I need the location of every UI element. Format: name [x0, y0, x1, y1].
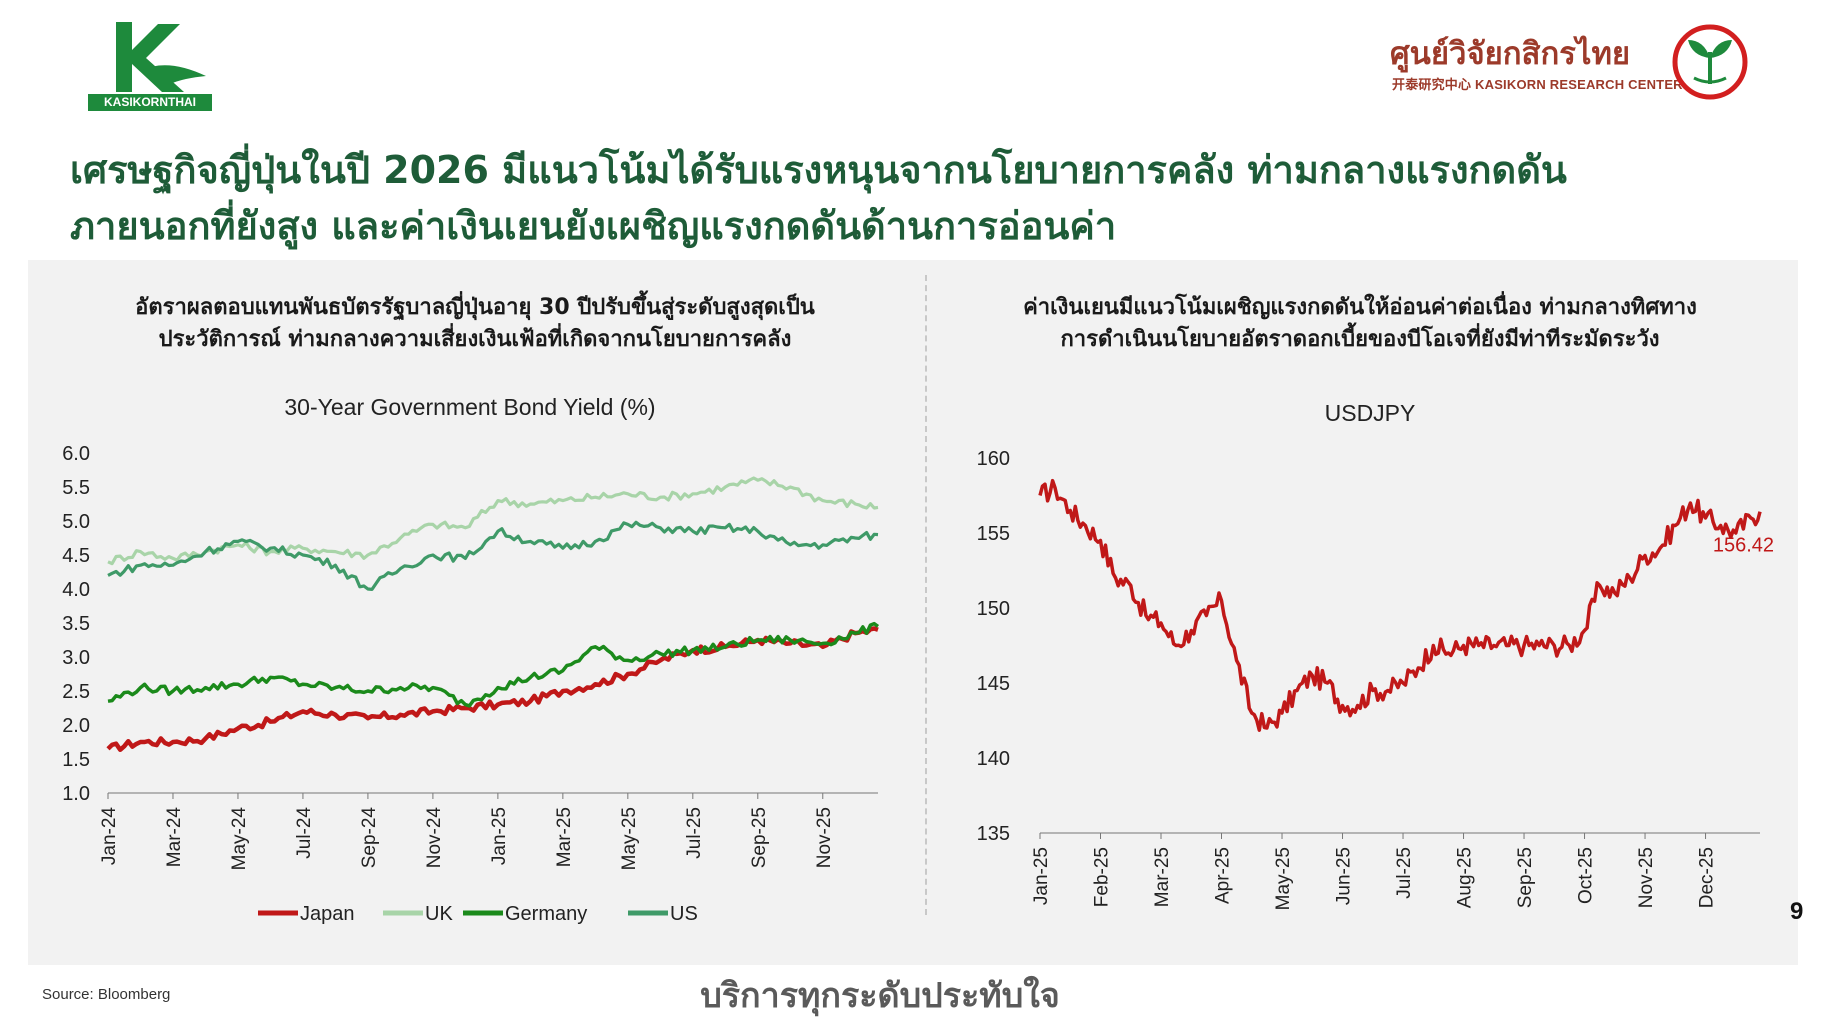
x-tick-label: Nov-25 [1636, 847, 1657, 908]
y-tick-label: 5.0 [62, 511, 90, 533]
page-number: 9 [1790, 898, 1804, 925]
x-tick-label: Mar-25 [1152, 847, 1173, 907]
x-tick-label: May-24 [229, 807, 250, 871]
kasikornthai-logo [116, 22, 206, 92]
x-tick-label: Apr-25 [1213, 847, 1234, 904]
left-subheading-line-2: ประวัติการณ์ ท่ามกลางความเสี่ยงเงินเฟ้อท… [158, 327, 792, 352]
legend-label-us: US [670, 903, 698, 925]
x-tick-label: Sep-25 [1515, 847, 1536, 908]
y-tick-label: 135 [977, 823, 1010, 845]
x-tick-label: Jul-25 [1394, 847, 1415, 899]
x-tick-label: Jan-25 [1031, 847, 1052, 905]
x-tick-label: Jan-24 [99, 807, 120, 866]
legend-label-uk: UK [425, 903, 453, 925]
series-line-uk [107, 476, 879, 566]
usdjpy-chart: 160 155 150 145 140 135 Jan-25 Feb-25 Mar-25 Apr-… [977, 448, 1774, 910]
y-tick-label: 6.0 [62, 443, 90, 465]
x-tick-label: Nov-24 [424, 807, 445, 869]
y-tick-label: 3.5 [62, 613, 90, 635]
x-tick-label: Nov-25 [814, 807, 835, 868]
page-headline: เศรษฐกิจญี่ปุ่นในปี 2026 มีแนวโน้มได้รับ… [70, 142, 1770, 254]
headline-line-1: เศรษฐกิจญี่ปุ่นในปี 2026 มีแนวโน้มได้รับ… [70, 148, 1567, 192]
charts-panel [28, 260, 1798, 965]
x-tick-label: Jun-25 [1334, 847, 1355, 905]
y-tick-label: 1.5 [62, 749, 90, 771]
krc-logo-thai: ศูนย์วิจัยกสิกรไทย [1390, 36, 1631, 72]
x-tick-label: Sep-25 [749, 807, 770, 868]
y-tick-label: 2.5 [62, 681, 90, 703]
y-tick-label: 3.0 [62, 647, 90, 669]
brand-tagline: บริการทุกระดับประทับใจ [700, 976, 1060, 1016]
x-tick-label: May-25 [1273, 847, 1294, 910]
series-line-usdjpy [1038, 478, 1762, 732]
legend-label-germany: Germany [505, 903, 587, 925]
x-tick-label: Jan-25 [489, 807, 510, 865]
x-tick-label: Dec-25 [1697, 847, 1718, 908]
x-tick-label: May-25 [619, 807, 640, 870]
right-subheading: ค่าเงินเยนมีแนวโน้มเผชิญแรงกดดันให้อ่อนค… [945, 292, 1775, 356]
y-tick-label: 5.5 [62, 477, 90, 499]
kasikornthai-caption: KASIKORNTHAI [88, 94, 212, 111]
x-tick-label: Oct-25 [1576, 847, 1597, 904]
x-tick-label: Sep-24 [359, 807, 380, 869]
headline-line-2: ภายนอกที่ยังสูง และค่าเงินเยนยังเผชิญแรง… [70, 204, 1117, 248]
usdjpy-chart-title: USDJPY [1324, 400, 1416, 426]
series-line-japan [106, 626, 879, 753]
y-tick-label: 160 [977, 448, 1010, 470]
left-subheading-line-1: อัตราผลตอบแทนพันธบัตรรัฐบาลญี่ปุ่นอายุ 3… [135, 295, 815, 320]
x-tick-label: Mar-25 [554, 807, 575, 867]
x-tick-label: Jul-25 [684, 807, 705, 859]
x-tick-label: Aug-25 [1455, 847, 1476, 908]
y-tick-label: 150 [977, 598, 1010, 620]
last-value-annotation: 156.42 [1713, 535, 1774, 557]
right-subheading-line-2: การดำเนินนโยบายอัตราดอกเบี้ยของบีโอเจที่… [1060, 327, 1660, 352]
series-line-germany [107, 621, 880, 708]
y-tick-label: 4.5 [62, 545, 90, 567]
y-tick-label: 140 [977, 748, 1010, 770]
y-tick-label: 155 [977, 523, 1010, 545]
bond-chart-title: 30-Year Government Bond Yield (%) [284, 394, 656, 420]
source-note: Source: Bloomberg [42, 986, 171, 1003]
x-tick-label: Jul-24 [294, 807, 315, 859]
y-tick-label: 145 [977, 673, 1010, 695]
krc-seal-icon [1672, 24, 1748, 100]
y-tick-label: 4.0 [62, 579, 90, 601]
left-subheading: อัตราผลตอบแทนพันธบัตรรัฐบาลญี่ปุ่นอายุ 3… [50, 292, 900, 356]
y-tick-label: 1.0 [62, 783, 90, 805]
y-tick-label: 2.0 [62, 715, 90, 737]
bond-yield-chart: 6.0 5.5 5.0 4.5 4.0 3.5 3.0 2.5 2.0 1.5 1.0 Jan-24 M… [62, 443, 880, 925]
legend-label-japan: Japan [300, 903, 355, 925]
krc-logo-subtitle: 开泰研究中心 KASIKORN RESEARCH CENTER [1392, 77, 1683, 92]
right-subheading-line-1: ค่าเงินเยนมีแนวโน้มเผชิญแรงกดดันให้อ่อนค… [1023, 295, 1697, 320]
x-tick-label: Mar-24 [164, 807, 185, 868]
panel-divider [925, 275, 927, 915]
x-tick-label: Feb-25 [1092, 847, 1113, 907]
series-line-us [107, 520, 879, 591]
